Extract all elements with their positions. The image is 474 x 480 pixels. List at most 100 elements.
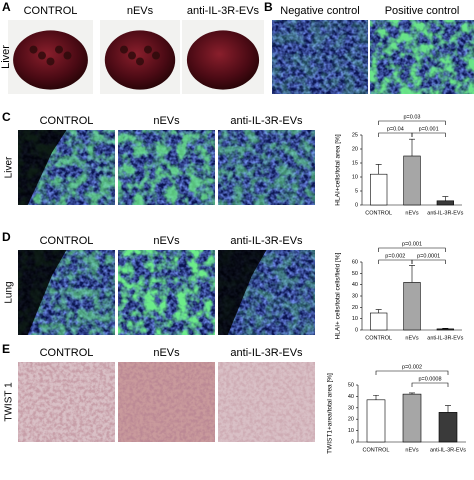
lesion [55,45,63,54]
y-tick-label: 10 [352,316,358,322]
x-tick-label: anti-IL-3R-EVs [430,447,466,453]
lesion [38,51,46,60]
error-bar [375,164,382,175]
bar [436,200,454,206]
panel-label: C [2,110,11,124]
error-bar [409,138,415,156]
y-tick-label: 60 [352,259,358,265]
column-label: nEVs [127,5,154,17]
bar [402,393,422,443]
y-tick-label: 0 [355,327,358,333]
significance-bracket [411,382,449,387]
x-tick-label: anti-IL-3R-EVs [427,210,463,216]
void [218,250,267,335]
signal [272,20,368,94]
significance-bracket [378,247,446,252]
column-label: anti-IL-3R-EVs [230,115,303,127]
error-bar [442,328,449,329]
p-value: p=0.0008 [418,376,441,382]
significance-bracket [378,259,413,264]
p-value: p=0.0001 [417,253,440,259]
bar [370,312,388,331]
void [18,130,67,205]
column-label: nEVs [153,347,180,359]
y-tick-label: 25 [352,132,358,138]
lesion [152,51,160,60]
y-tick-label: 10 [352,174,358,180]
column-label: CONTROL [40,347,94,359]
significance-bracket [411,259,446,264]
y-tick-label: 40 [348,394,354,400]
stain [218,362,315,442]
column-label: CONTROL [40,115,94,127]
p-value: p=0.04 [387,126,404,132]
y-tick-label: 50 [348,382,354,388]
lesion [29,45,38,54]
column-label: nEVs [153,115,180,127]
signal [118,130,215,205]
x-tick-label: CONTROL [365,210,392,216]
panel-label: A [2,0,11,14]
stain [118,362,215,442]
lesion [120,45,128,54]
y-tick-label: 20 [352,305,358,311]
significance-bracket [378,120,446,125]
y-tick-label: 0 [355,202,358,208]
bar [403,282,421,331]
x-tick-label: nEVs [405,335,418,341]
lesion [63,51,72,60]
bar [370,173,388,206]
significance-bracket [411,132,446,137]
row-label: TWIST 1 [4,382,15,422]
column-label: CONTROL [24,5,78,17]
p-value: p=0.001 [419,126,439,132]
bar [403,155,421,206]
p-value: p=0.001 [402,241,422,247]
column-label: Positive control [385,5,460,17]
error-bar [373,394,379,400]
p-value: p=0.002 [402,364,422,370]
column-label: CONTROL [40,235,94,247]
error-bar [445,405,451,413]
error-bar [442,196,449,201]
y-tick-label: 40 [352,282,358,288]
column-label: nEVs [153,235,180,247]
significance-bracket [378,132,413,137]
column-label: Negative control [280,5,360,17]
x-tick-label: anti-IL-3R-EVs [427,335,463,341]
y-axis-label: HLAI+cells/total area [%] [335,134,342,206]
lesion [46,57,55,66]
column-label: anti-IL-3R-EVs [230,347,303,359]
row-label: Liver [0,45,12,69]
signal [218,130,315,205]
y-tick-label: 15 [352,160,358,166]
y-tick-label: 30 [348,405,354,411]
y-tick-label: 20 [348,417,354,423]
bar [366,399,386,443]
y-tick-label: 0 [351,439,354,445]
p-value: p=0.03 [404,114,421,120]
x-tick-label: CONTROL [363,447,390,453]
lesion [144,45,152,54]
y-axis-label: HLAI+ cells/total cells/field [%] [335,252,342,339]
y-tick-label: 20 [352,146,358,152]
column-label: anti-IL-3R-EVs [230,235,303,247]
y-tick-label: 10 [348,428,354,434]
p-value: p=0.002 [385,253,405,259]
significance-bracket [375,370,449,375]
lesion [128,51,136,60]
error-bar [409,392,415,395]
row-label: Lung [4,281,15,303]
panel-label: B [264,0,273,14]
y-tick-label: 5 [355,188,358,194]
x-tick-label: nEVs [405,210,418,216]
x-tick-label: CONTROL [365,335,392,341]
signal [118,250,215,335]
y-axis-label: TWIST1+area/total area [%] [327,373,334,454]
panel-label: E [2,342,10,356]
panel-label: D [2,230,11,244]
y-tick-label: 50 [352,271,358,277]
void [18,250,67,335]
column-label: anti-IL-3R-EVs [187,5,260,17]
